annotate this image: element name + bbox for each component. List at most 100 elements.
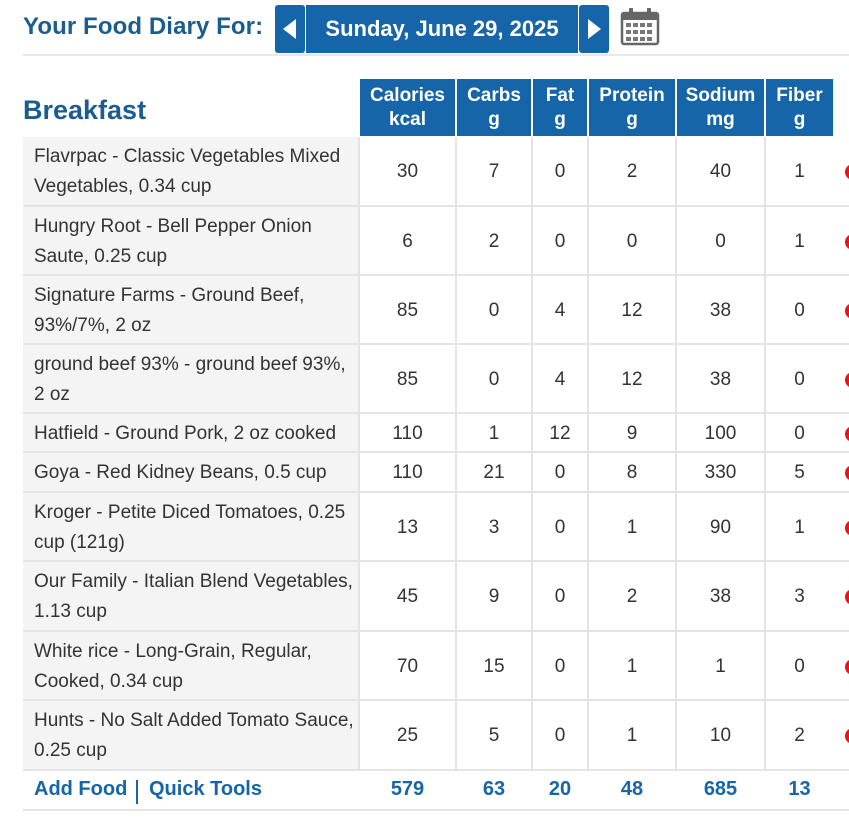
column-divider	[531, 414, 533, 453]
food-name-link[interactable]: Hungry Root - Bell Pepper Onion Saute, 0…	[34, 215, 312, 267]
food-name-link[interactable]: White rice - Long-Grain, Regular, Cooked…	[34, 640, 312, 692]
food-cell: Hatfield - Ground Pork, 2 oz cooked	[23, 414, 358, 453]
column-divider	[531, 493, 533, 562]
sodium-value: 38	[709, 299, 732, 321]
row-divider	[23, 560, 849, 562]
previous-day-button[interactable]	[275, 5, 305, 53]
fat-value: 4	[554, 368, 566, 390]
food-name-link[interactable]: Our Family - Italian Blend Vegetables, 1…	[34, 571, 353, 622]
calories-value: 70	[396, 655, 419, 677]
quick-tools-link[interactable]: Quick Tools	[149, 778, 262, 800]
protein-value: 8	[626, 462, 638, 483]
column-divider	[675, 632, 677, 701]
column-divider	[531, 632, 533, 701]
column-divider	[455, 562, 457, 632]
calories-value: 110	[392, 462, 423, 483]
fiber-value: 3	[794, 586, 805, 607]
column-unit: g	[554, 109, 566, 130]
column-divider	[675, 276, 677, 345]
protein-value: 0	[626, 230, 638, 252]
column-divider	[455, 453, 457, 493]
food-name-link[interactable]: Hunts - No Salt Added Tomato Sauce, 0.25…	[34, 710, 354, 761]
calendar-icon[interactable]	[620, 6, 660, 46]
food-cell: ground beef 93% - ground beef 93%, 2 oz	[23, 345, 358, 414]
column-divider	[764, 345, 766, 414]
column-divider	[358, 276, 360, 345]
chevron-left-icon	[283, 19, 296, 39]
protein-value: 12	[621, 368, 643, 390]
delete-icon[interactable]	[845, 233, 849, 250]
delete-icon[interactable]	[845, 371, 849, 388]
fiber-value: 0	[794, 368, 805, 390]
add-food-link[interactable]: Add Food	[34, 778, 128, 800]
column-divider	[531, 453, 533, 493]
current-date[interactable]: Sunday, June 29, 2025	[306, 5, 578, 53]
total-fiber: 13	[788, 778, 811, 800]
column-divider	[587, 137, 589, 207]
sodium-value: 1	[715, 655, 726, 677]
delete-icon[interactable]	[845, 589, 849, 605]
food-cell: White rice - Long-Grain, Regular, Cooked…	[23, 632, 358, 701]
sodium-value: 38	[709, 368, 732, 390]
fat-value: 0	[554, 161, 566, 182]
food-name-link[interactable]: Hatfield - Ground Pork, 2 oz cooked	[34, 422, 337, 444]
food-name-link[interactable]: Signature Farms - Ground Beef, 93%/7%, 2…	[34, 284, 305, 336]
column-divider	[675, 414, 677, 453]
column-divider	[531, 207, 533, 276]
total-sodium: 685	[703, 778, 738, 800]
protein-value: 2	[626, 586, 638, 607]
column-divider	[531, 137, 533, 207]
sodium-value: 330	[704, 462, 737, 483]
column-divider	[587, 632, 589, 701]
column-divider	[531, 345, 533, 414]
delete-icon[interactable]	[845, 425, 849, 442]
column-header-protein: Protein g	[589, 79, 675, 136]
column-divider	[675, 345, 677, 414]
column-divider	[455, 345, 457, 414]
carbs-value: 3	[488, 516, 500, 538]
column-unit: g	[626, 109, 638, 130]
delete-icon[interactable]	[845, 465, 849, 481]
fiber-value: 0	[794, 422, 805, 444]
fat-value: 0	[554, 586, 566, 607]
column-divider	[358, 414, 360, 453]
row-divider	[23, 699, 849, 701]
column-divider	[764, 414, 766, 453]
total-fat: 20	[548, 778, 572, 800]
total-carbs: 63	[482, 778, 506, 800]
column-divider	[587, 414, 589, 453]
food-row: Hatfield - Ground Pork, 2 oz cooked 110 1 1…	[23, 414, 849, 453]
calories-value: 30	[396, 161, 419, 182]
delete-icon[interactable]	[845, 164, 849, 180]
row-divider	[23, 451, 849, 453]
delete-icon[interactable]	[845, 519, 849, 536]
column-divider	[764, 632, 766, 701]
diary-header: Your Food Diary For: Sunday, June 29, 20…	[0, 0, 849, 66]
food-name-link[interactable]: Flavrpac - Classic Vegetables Mixed Vege…	[34, 146, 341, 197]
next-day-button[interactable]	[579, 5, 609, 53]
fat-value: 0	[554, 725, 566, 746]
row-divider	[23, 343, 849, 345]
food-name-link[interactable]: ground beef 93% - ground beef 93%, 2 oz	[34, 353, 346, 405]
delete-icon[interactable]	[845, 658, 849, 675]
delete-icon[interactable]	[845, 728, 849, 744]
fat-value: 0	[554, 230, 566, 252]
food-name-link[interactable]: Goya - Red Kidney Beans, 0.5 cup	[34, 462, 327, 483]
column-divider	[587, 207, 589, 276]
column-header-calories: Calories kcal	[360, 79, 455, 136]
column-label: Sodium	[685, 85, 756, 106]
fat-value: 0	[554, 462, 566, 483]
column-header-fat: Fat g	[533, 79, 587, 136]
calories-value: 85	[396, 368, 419, 390]
column-divider	[358, 453, 360, 493]
food-name-link[interactable]: Kroger - Petite Diced Tomatoes, 0.25 cup…	[34, 501, 346, 553]
food-row: Hungry Root - Bell Pepper Onion Saute, 0…	[23, 207, 849, 276]
column-divider	[675, 562, 677, 632]
fiber-value: 1	[794, 230, 805, 252]
column-divider	[455, 493, 457, 562]
food-row: Flavrpac - Classic Vegetables Mixed Vege…	[23, 137, 849, 207]
delete-icon[interactable]	[845, 302, 849, 319]
fat-value: 0	[554, 516, 566, 538]
food-cell: Goya - Red Kidney Beans, 0.5 cup	[23, 453, 358, 493]
column-divider	[358, 207, 360, 276]
